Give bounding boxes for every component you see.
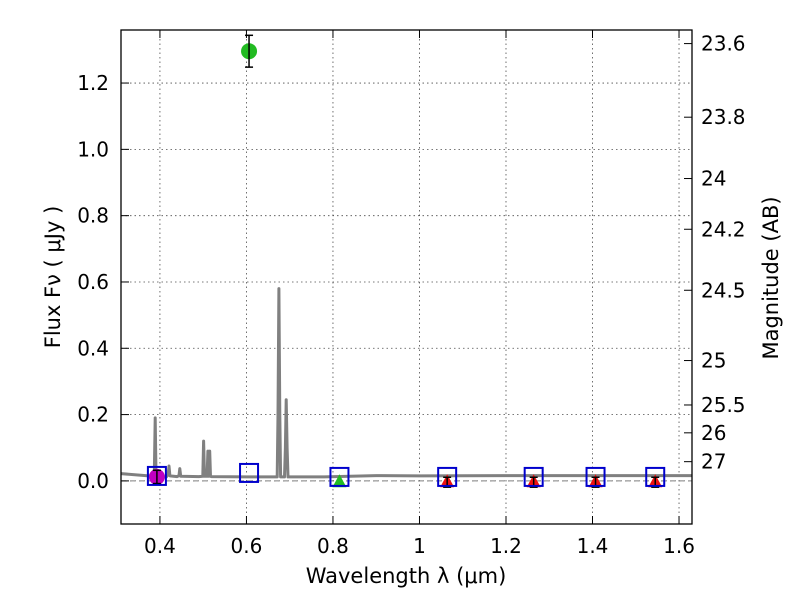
x-tick-label: 1.2 [490,534,522,558]
model-flux-box [523,466,544,487]
x-axis-title: Wavelength λ (μm) [306,564,507,588]
y-tick-label: 0.2 [77,403,109,427]
right-tick-label: 24 [701,167,726,191]
x-tick-label: 1.4 [577,534,609,558]
plot-series [120,34,692,488]
y-tick-label: 1.0 [77,137,109,161]
model-flux-box [645,466,666,487]
model-flux-box [146,465,167,486]
right-tick-label: 26 [701,421,726,445]
right-magnitude-axis: 23.6 23.8 24 24.2 24.5 25 25.5 26 27 [684,32,746,474]
right-tick-label: 24.2 [701,217,746,241]
grid [121,30,692,524]
y-tick-label: 0.8 [77,204,109,228]
model-flux-box [329,466,350,487]
right-tick-label: 25 [701,349,726,373]
x-tick-label: 0.8 [317,534,349,558]
model-flux-box [437,466,458,487]
plot-frame [120,29,693,525]
upper-limit-triangle [332,474,347,488]
right-tick-label: 27 [701,450,726,474]
y-axis: 0.0 0.2 0.4 0.6 0.8 1.0 1.2 [77,71,129,493]
y-tick-label: 0.6 [77,270,109,294]
right-tick-label: 23.6 [701,32,746,56]
y-axis-title: Flux Fν ( μJy ) [41,206,65,349]
y-tick-label: 1.2 [77,71,109,95]
x-axis: 0.4 0.6 0.8 1 1.2 1.4 1.6 [144,30,695,558]
y-tick-label: 0.0 [77,469,109,493]
x-tick-label: 1.6 [663,534,695,558]
y-tick-label: 0.4 [77,336,109,360]
x-tick-label: 0.4 [144,534,176,558]
right-tick-label: 24.5 [701,278,746,302]
right-tick-label: 23.8 [701,105,746,129]
x-tick-label: 1 [413,534,426,558]
x-tick-label: 0.6 [231,534,263,558]
model-flux-box [239,462,260,483]
model-flux-box [585,466,606,487]
right-tick-label: 25.5 [701,393,746,417]
right-axis-title: Magnitude (AB) [759,196,783,359]
sed-model-line [120,287,692,479]
